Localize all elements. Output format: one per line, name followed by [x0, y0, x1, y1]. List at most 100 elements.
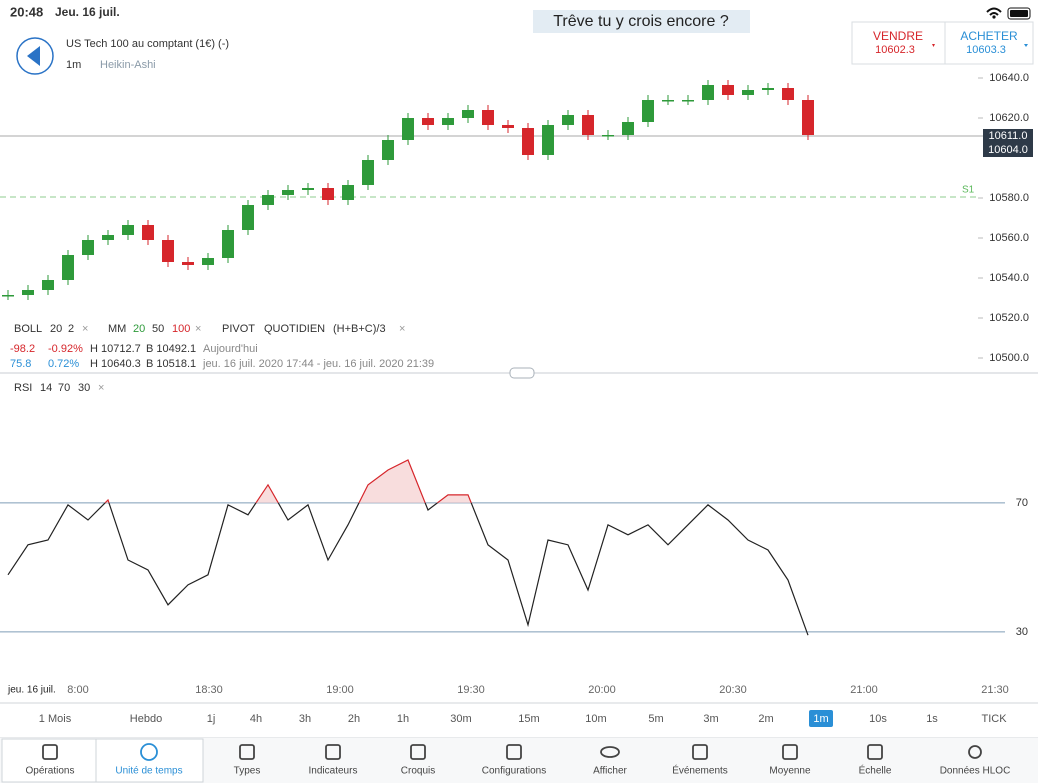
interval: 1m [66, 59, 81, 71]
timeframe[interactable]: 3m [703, 713, 718, 725]
chart-layer: 10640.0 10620.0 10580.0 10560.0 10540.0 10520… [0, 72, 1033, 783]
legend-mm: 100 [172, 323, 190, 335]
candle [62, 255, 74, 280]
toolbar-icon[interactable] [42, 744, 58, 760]
toolbar-icon[interactable] [782, 744, 798, 760]
price-tick-label: 10560.0 [989, 232, 1029, 244]
sell-price[interactable]: 10602.3 [875, 44, 915, 56]
candle [602, 135, 614, 137]
timeframe[interactable]: 1h [397, 713, 409, 725]
time-label: 19:00 [326, 684, 354, 696]
wifi-icon [986, 7, 1002, 16]
buy-label[interactable]: ACHETER [960, 29, 1018, 43]
legend-row1: H 10712.7 [90, 343, 141, 355]
candle [522, 128, 534, 155]
panel-handle[interactable] [509, 367, 535, 379]
timeframe[interactable]: TICK [981, 713, 1007, 725]
status-time: 20:48 [10, 4, 43, 19]
candle [102, 235, 114, 240]
rsi-legend: 70 [58, 382, 70, 394]
candle [42, 280, 54, 290]
buy-price[interactable]: 10603.3 [966, 44, 1006, 56]
back-arrow[interactable] [27, 46, 40, 66]
toolbar-label[interactable]: Moyenne [769, 766, 811, 777]
toolbar-label[interactable]: Indicateurs [309, 766, 358, 777]
legend-close[interactable]: × [195, 323, 201, 335]
rsi-tick-label: 30 [1016, 626, 1028, 638]
price-tag-label: 10604.0 [988, 144, 1028, 156]
time-date: jeu. 16 juil. [7, 685, 56, 696]
timeframe[interactable]: 5m [648, 713, 663, 725]
candle [802, 100, 814, 135]
timeframe-active[interactable] [809, 710, 833, 727]
toolbar-label[interactable]: Afficher [593, 766, 627, 777]
legend-pivot: (H+B+C)/3 [333, 323, 386, 335]
timeframe[interactable]: 1j [207, 713, 216, 725]
battery [1007, 7, 1031, 20]
rsi-overbought-line [104, 459, 472, 503]
timeframe[interactable]: Hebdo [130, 713, 162, 725]
legend-mm: 20 [133, 323, 145, 335]
sell-caret [932, 44, 935, 47]
candle [382, 140, 394, 160]
toolbar-icon[interactable] [692, 744, 708, 760]
legend-row2: H 10640.3 [90, 358, 141, 370]
candle [482, 110, 494, 125]
timeframe[interactable]: 2h [348, 713, 360, 725]
timeframe[interactable]: 10m [585, 713, 606, 725]
timeframe[interactable]: 10s [869, 713, 887, 725]
sell-label[interactable]: VENDRE [873, 29, 923, 43]
toolbar-icon[interactable] [867, 744, 883, 760]
time-label: 21:00 [850, 684, 878, 696]
toolbar-icon[interactable] [239, 744, 255, 760]
legend-boll: BOLL [14, 323, 42, 335]
candle [82, 240, 94, 255]
toolbar-label[interactable]: Données HLOC [940, 766, 1011, 777]
timeframe[interactable]: 1 Mois [39, 713, 72, 725]
legend-close[interactable]: × [98, 382, 104, 394]
candle [642, 100, 654, 122]
toolbar-icon[interactable] [325, 744, 341, 760]
toolbar-icon[interactable] [968, 745, 982, 759]
price-tag [983, 143, 1033, 157]
candle [542, 125, 554, 155]
timeframe[interactable]: 15m [518, 713, 539, 725]
legend-mm: MM [108, 323, 126, 335]
timeframe[interactable]: 2m [758, 713, 773, 725]
candle [142, 225, 154, 240]
timeframe[interactable]: 1s [926, 713, 938, 725]
legend-close[interactable]: × [82, 323, 88, 335]
timeframe[interactable]: 3h [299, 713, 311, 725]
timeframe[interactable]: 1m [813, 713, 828, 725]
candle [582, 115, 594, 135]
toolbar-label[interactable]: Types [234, 766, 261, 777]
toolbar-label[interactable]: Événements [672, 764, 728, 777]
toolbar-icon[interactable] [140, 743, 158, 761]
candle [722, 85, 734, 95]
toolbar-label[interactable]: Configurations [482, 766, 546, 777]
timeframe[interactable]: 30m [450, 713, 471, 725]
chart-type: Heikin-Ashi [100, 59, 156, 71]
buy-button[interactable] [944, 21, 1034, 65]
candle [282, 190, 294, 195]
toolbar-label[interactable]: Croquis [401, 766, 435, 777]
buy-caret [1024, 44, 1028, 47]
toolbar-icon[interactable] [410, 744, 426, 760]
toolbar-label[interactable]: Unité de temps [115, 766, 182, 777]
toolbar-label[interactable]: Échelle [859, 764, 892, 777]
timeframe[interactable]: 4h [250, 713, 262, 725]
pivot-s1-label: S1 [962, 185, 975, 196]
candle [442, 118, 454, 125]
legend-boll: 2 [68, 323, 74, 335]
rsi-legend: 30 [78, 382, 90, 394]
candle [262, 195, 274, 205]
candle [242, 205, 254, 230]
back-button[interactable] [16, 37, 54, 75]
legend-close[interactable]: × [399, 323, 405, 335]
rsi-legend: 14 [40, 382, 52, 394]
time-label: 19:30 [457, 684, 485, 696]
toolbar-label[interactable]: Opérations [26, 766, 75, 777]
toolbar-icon[interactable] [506, 744, 522, 760]
toolbar-icon[interactable] [600, 746, 620, 758]
